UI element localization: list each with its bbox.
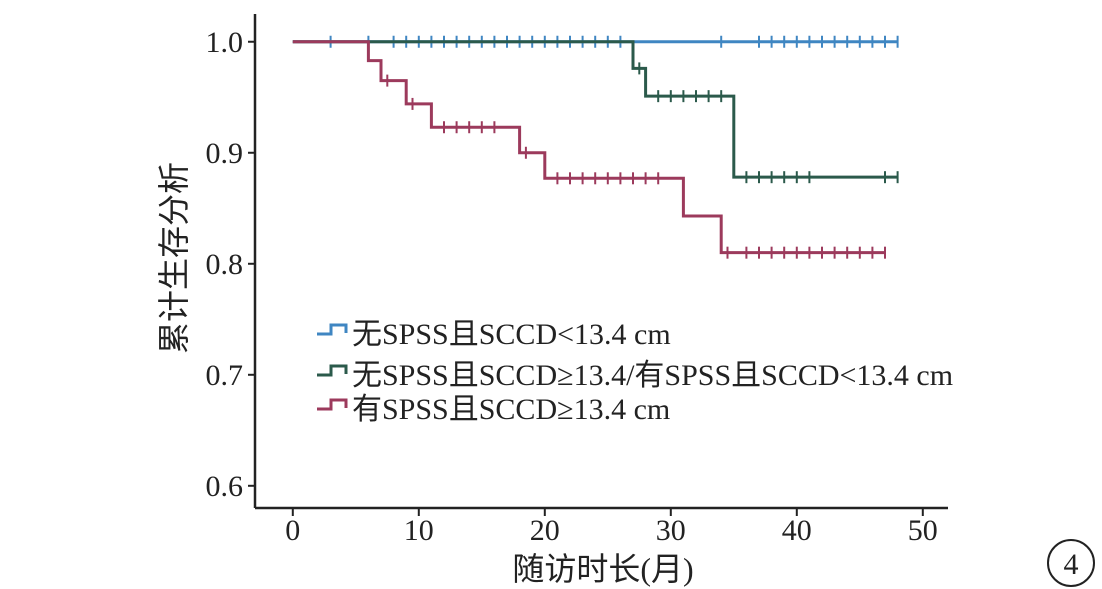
y-tick-label: 1.0 [206,26,244,59]
curves-layer [292,35,899,259]
x-tick-label: 40 [782,514,812,547]
x-tick-label: 50 [908,514,938,547]
x-tick-label: 30 [656,514,686,547]
panel-number: 4 [1047,539,1095,587]
legend-label: 无SPSS且SCCD≥13.4/有SPSS且SCCD<13.4 cm [352,359,953,392]
survival-curve-2 [292,40,885,255]
y-axis-title: 累计生存分析 [156,162,192,354]
panel-number-label: 4 [1064,548,1079,581]
panel-number-circle [1047,539,1095,587]
y-tick-label: 0.6 [206,470,244,503]
x-ticks: 0 10 20 30 40 50 [285,508,938,547]
legend-label: 无SPSS且SCCD<13.4 cm [352,318,671,351]
y-tick-label: 0.8 [206,248,244,281]
legend-swatch [317,323,348,336]
legend-swatch [317,398,348,411]
y-tick-label: 0.7 [206,359,244,392]
legend-swatch [317,364,348,377]
y-ticks: 0.6 0.7 0.8 0.9 1.0 [206,26,255,503]
y-tick-label: 0.9 [206,137,244,170]
x-tick-label: 10 [404,514,434,547]
survival-curve-1 [292,40,898,179]
legend: 无SPSS且SCCD<13.4 cm 无SPSS且SCCD≥13.4/有SPSS且… [317,318,953,426]
legend-label: 有SPSS且SCCD≥13.4 cm [352,393,670,426]
x-tick-label: 20 [530,514,560,547]
x-axis-title: 随访时长(月) [512,551,693,587]
x-tick-label: 0 [285,514,300,547]
